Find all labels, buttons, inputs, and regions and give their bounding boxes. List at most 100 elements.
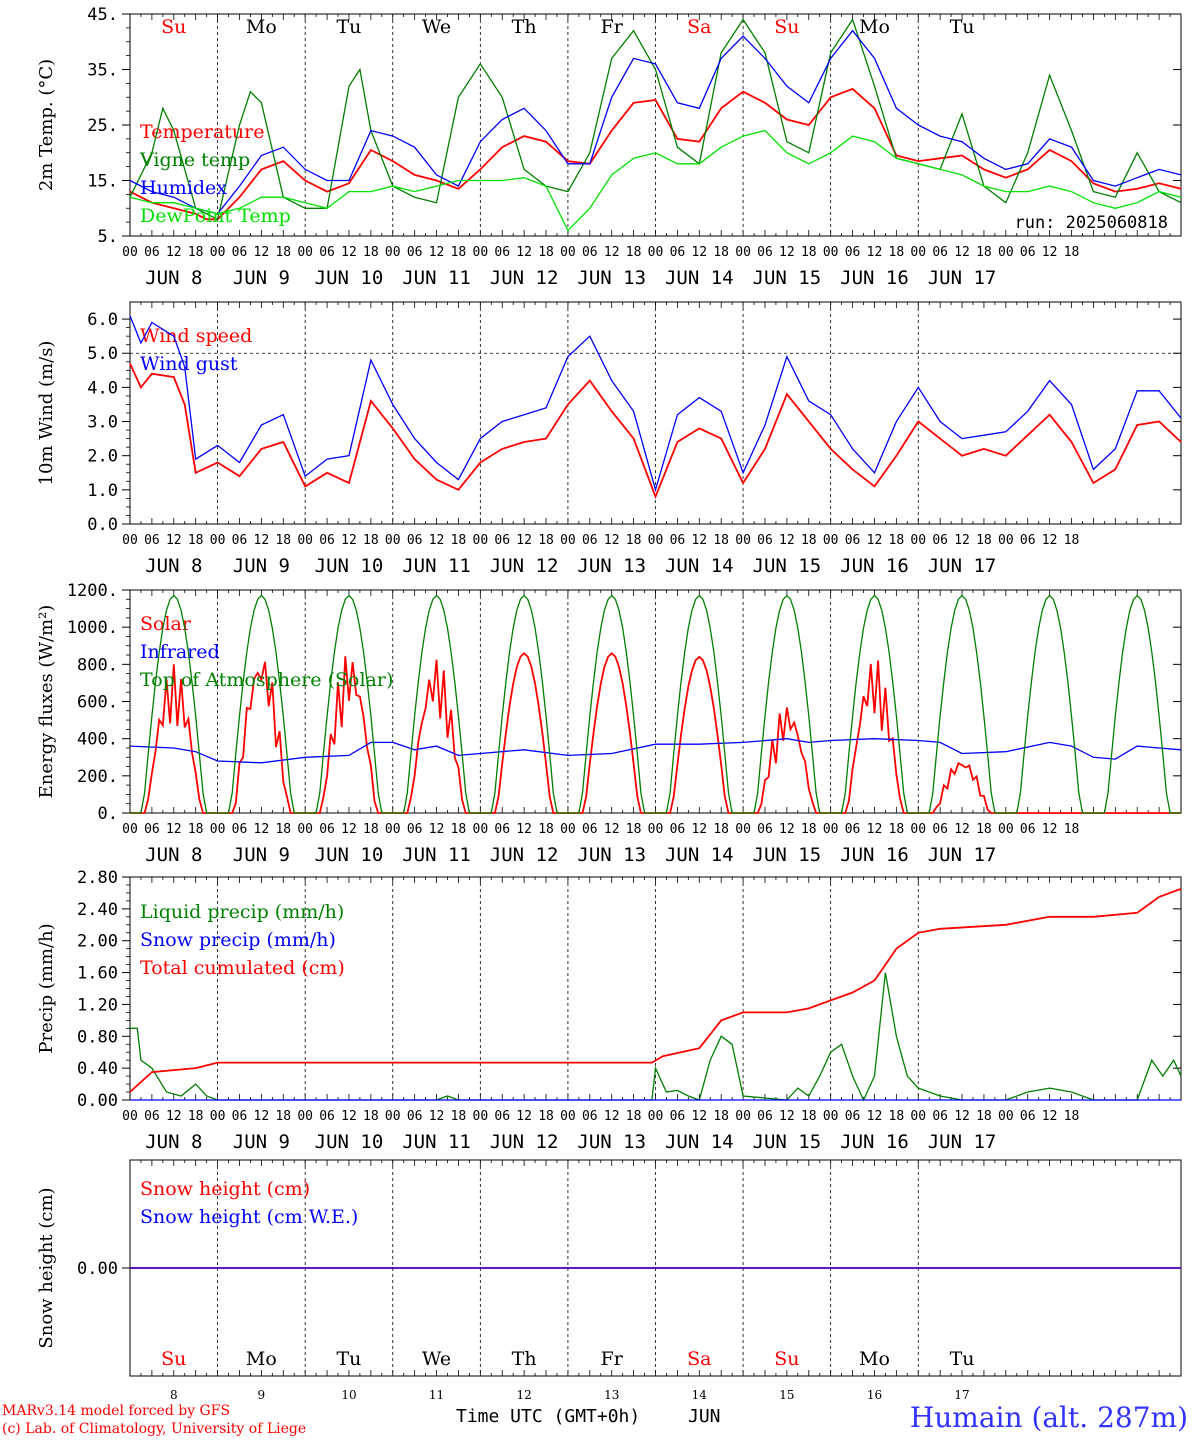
legend-entry: Infrared: [140, 641, 220, 663]
hour-tick-label: 00: [998, 245, 1014, 260]
day-name-label: Su: [774, 1348, 799, 1370]
date-label: JUN 9: [233, 1131, 290, 1153]
day-number-label: 17: [954, 1388, 969, 1402]
y-tick-label: 400.: [77, 730, 118, 750]
wind-series-1: [129, 315, 1182, 493]
y-tick-label: 4.0: [87, 378, 118, 398]
hour-tick-label: 00: [648, 1109, 664, 1124]
hour-tick-label: 00: [910, 822, 926, 837]
hour-tick-label: 12: [341, 1109, 357, 1124]
hour-tick-label: 00: [735, 245, 751, 260]
hour-tick-label: 06: [582, 245, 598, 260]
hour-tick-label: 06: [670, 1109, 686, 1124]
hour-tick-label: 18: [1064, 245, 1080, 260]
hour-tick-label: 06: [670, 533, 686, 548]
hour-tick-label: 12: [779, 822, 795, 837]
hour-tick-label: 12: [429, 1109, 445, 1124]
hour-tick-label: 12: [691, 1109, 707, 1124]
hour-tick-label: 18: [801, 822, 817, 837]
y-tick-label: 2.40: [77, 900, 118, 920]
hour-tick-label: 18: [275, 1109, 291, 1124]
hour-tick-label: 18: [538, 245, 554, 260]
hour-tick-label: 12: [1042, 533, 1058, 548]
hour-tick-label: 00: [473, 822, 489, 837]
hour-tick-label: 12: [867, 533, 883, 548]
model-credit-line: MARv3.14 model forced by GFS: [2, 1403, 230, 1419]
date-label: JUN 14: [665, 1131, 734, 1153]
hour-tick-label: 06: [494, 245, 510, 260]
date-label: JUN 14: [665, 267, 734, 289]
temp-series-0: [129, 87, 1182, 221]
hour-tick-label: 00: [998, 822, 1014, 837]
energy-panel: 0. 200. 400. 600. 800. 1000. 1200. Energy fluxe…: [36, 581, 1182, 866]
date-label: JUN 17: [928, 1131, 997, 1153]
date-label: JUN 15: [753, 1131, 822, 1153]
hour-tick-label: 00: [210, 1109, 226, 1124]
hour-tick-label: 00: [210, 822, 226, 837]
hour-tick-label: 12: [516, 1109, 532, 1124]
date-label: JUN 13: [577, 1131, 646, 1153]
lab-credit-line: (c) Lab. of Climatology, University of L…: [2, 1421, 306, 1437]
y-tick-label: 0.80: [77, 1027, 118, 1047]
date-label: JUN 8: [145, 267, 202, 289]
day-number-label: 8: [170, 1388, 178, 1402]
hour-tick-label: 18: [801, 1109, 817, 1124]
day-name-label: Mo: [859, 1348, 890, 1370]
y-tick-label: 5.: [98, 227, 118, 247]
date-label: JUN 15: [753, 555, 822, 577]
day-name-label: Tu: [336, 1348, 361, 1370]
wind-axis-label: 10m Wind (m/s): [36, 341, 57, 486]
temp-panel: 5. 15. 25. 35. 45. 2m Temp. (°C) 00 06 12 18 00 06 1…: [36, 5, 1182, 289]
hour-tick-label: 00: [560, 245, 576, 260]
hour-tick-label: 00: [385, 822, 401, 837]
hour-tick-label: 12: [604, 822, 620, 837]
hour-tick-label: 18: [713, 822, 729, 837]
hour-tick-label: 06: [757, 533, 773, 548]
hour-tick-label: 00: [210, 245, 226, 260]
y-tick-label: 3.0: [87, 413, 118, 433]
hour-tick-label: 06: [932, 533, 948, 548]
date-label: JUN 13: [577, 555, 646, 577]
hour-tick-label: 18: [976, 245, 992, 260]
date-label: JUN 16: [840, 555, 909, 577]
hour-tick-label: 12: [429, 533, 445, 548]
hour-tick-label: 00: [560, 533, 576, 548]
hour-tick-label: 06: [845, 822, 861, 837]
date-label: JUN 16: [840, 1131, 909, 1153]
date-label: JUN 16: [840, 267, 909, 289]
day-number-label: 13: [604, 1388, 619, 1402]
date-label: JUN 15: [753, 267, 822, 289]
hour-tick-label: 00: [648, 822, 664, 837]
hour-tick-label: 06: [582, 822, 598, 837]
hour-tick-label: 00: [823, 822, 839, 837]
precip-series-0: [130, 972, 1182, 1102]
hour-tick-label: 18: [363, 533, 379, 548]
hour-tick-label: 06: [582, 533, 598, 548]
snow-panel: 0.00 Snow height (cm) Su 8 Mo 9 Tu 10 We 11 Th 12 Fr…: [36, 1159, 1182, 1402]
hour-tick-label: 06: [932, 1109, 948, 1124]
hour-tick-label: 12: [954, 1109, 970, 1124]
hour-tick-label: 18: [451, 822, 467, 837]
hour-tick-label: 00: [473, 533, 489, 548]
y-tick-label: 0.: [98, 804, 118, 824]
hour-tick-label: 12: [341, 822, 357, 837]
hour-tick-label: 18: [538, 1109, 554, 1124]
y-tick-label: 1200.: [67, 581, 118, 601]
hour-tick-label: 00: [385, 533, 401, 548]
hour-tick-label: 18: [188, 822, 204, 837]
hour-tick-label: 06: [232, 822, 248, 837]
date-label: JUN 17: [928, 267, 997, 289]
hour-tick-label: 18: [976, 533, 992, 548]
hour-tick-label: 06: [845, 1109, 861, 1124]
date-label: JUN 9: [233, 844, 290, 866]
legend-entry: Snow height (cm): [140, 1178, 310, 1200]
y-tick-label: 1.60: [77, 964, 118, 984]
hour-tick-label: 06: [407, 245, 423, 260]
hour-tick-label: 18: [713, 245, 729, 260]
hour-tick-label: 18: [363, 822, 379, 837]
date-label: JUN 8: [145, 1131, 202, 1153]
hour-tick-label: 12: [954, 822, 970, 837]
legend-entry: Vigne temp: [139, 149, 250, 171]
hour-tick-label: 00: [735, 1109, 751, 1124]
hour-tick-label: 18: [1064, 533, 1080, 548]
